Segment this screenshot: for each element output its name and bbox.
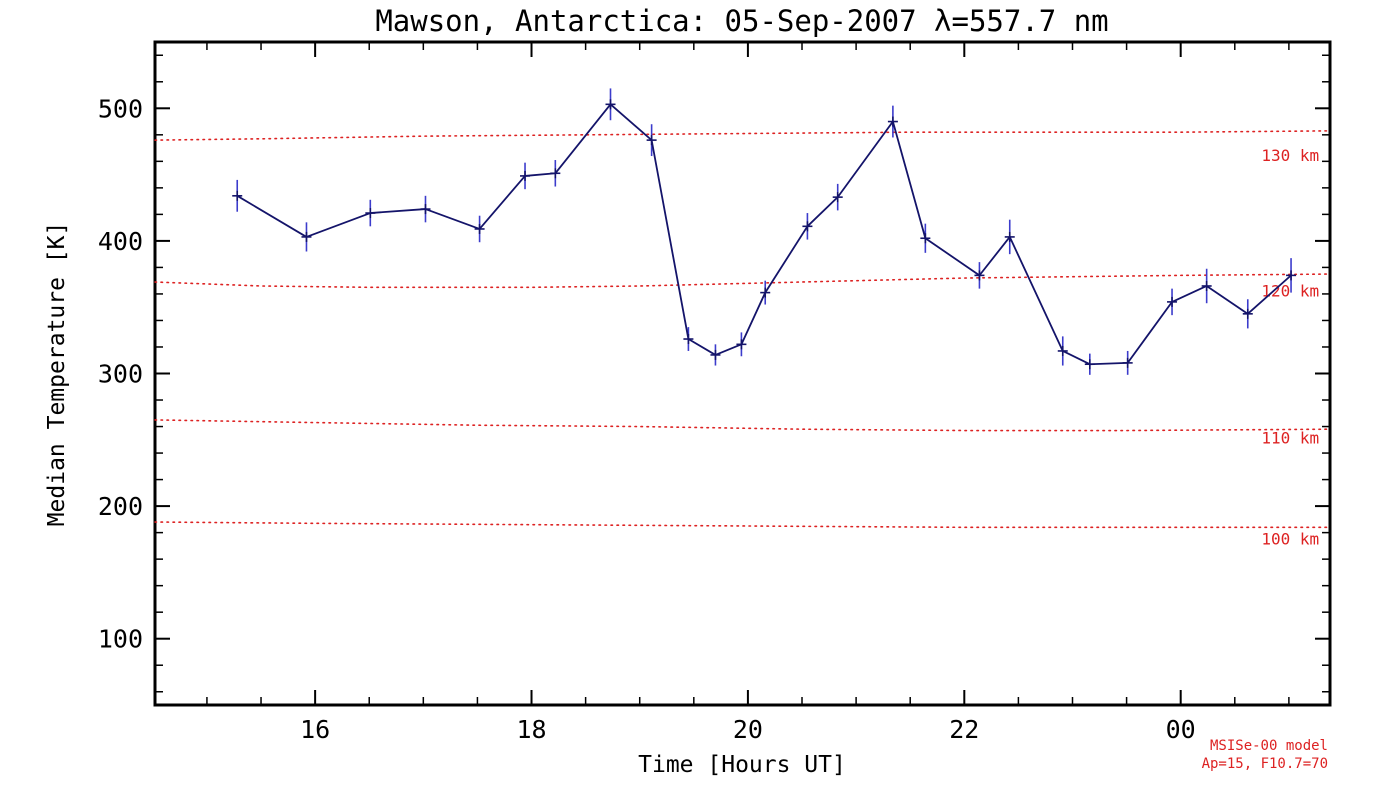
y-tick-label: 300 xyxy=(98,360,143,389)
y-tick-label: 200 xyxy=(98,492,143,521)
chart-title: Mawson, Antarctica: 05-Sep-2007 λ=557.7 … xyxy=(375,4,1108,38)
y-tick-label: 500 xyxy=(98,94,143,123)
reference-line-100km xyxy=(154,521,1331,529)
x-tick-label: 22 xyxy=(949,715,979,744)
y-tick-label: 400 xyxy=(98,227,143,256)
reference-line-120km xyxy=(154,273,1331,289)
x-tick-label: 20 xyxy=(733,715,763,744)
reference-line-label-130km: 130 km xyxy=(1261,146,1319,165)
x-tick-label: 00 xyxy=(1166,715,1196,744)
plot-frame xyxy=(153,40,1332,707)
x-tick-label: 16 xyxy=(300,715,330,744)
model-name-annotation: MSISe-00 model xyxy=(1210,738,1328,754)
x-axis-label: Time [Hours UT] xyxy=(638,752,846,778)
x-tick-label: 18 xyxy=(516,715,546,744)
reference-line-label-110km: 110 km xyxy=(1261,428,1319,447)
reference-line-label-100km: 100 km xyxy=(1261,529,1319,548)
temperature-line xyxy=(236,103,1292,366)
y-tick-label: 100 xyxy=(98,625,143,654)
y-axis-label: Median Temperature [K] xyxy=(44,222,70,527)
reference-line-130km xyxy=(154,130,1331,141)
reference-line-110km xyxy=(154,419,1331,432)
model-params-annotation: Ap=15, F10.7=70 xyxy=(1202,756,1328,772)
